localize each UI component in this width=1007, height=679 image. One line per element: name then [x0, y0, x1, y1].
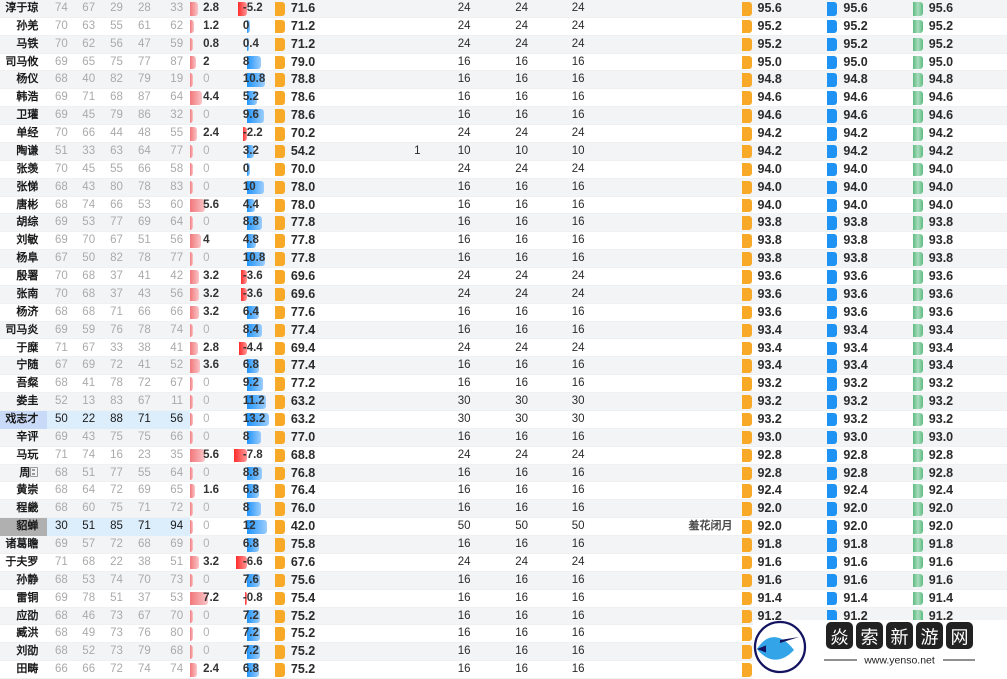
svg-text:新: 新	[891, 627, 909, 647]
svg-text:网: 网	[951, 627, 969, 647]
svg-text:游: 游	[921, 627, 939, 647]
svg-text:www.yenso.net: www.yenso.net	[863, 654, 935, 666]
svg-text:索: 索	[861, 627, 879, 647]
svg-text:焱: 焱	[831, 627, 849, 647]
